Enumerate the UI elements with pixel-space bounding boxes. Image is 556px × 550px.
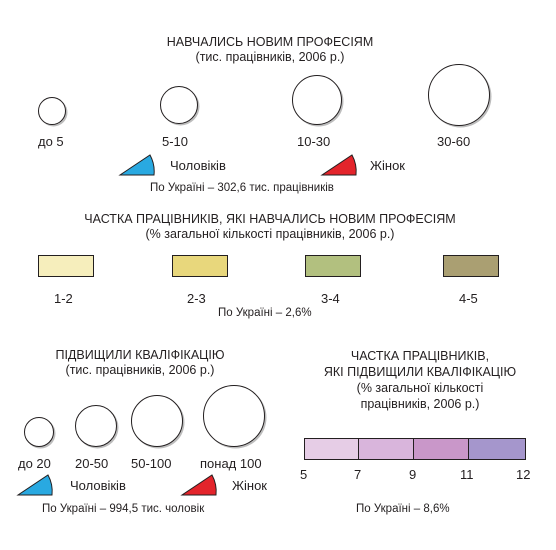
section4-title-line4: працівників, 2006 р.) bbox=[360, 397, 480, 411]
scale-cell-5-7 bbox=[304, 438, 359, 460]
section1-title-line2: (тис. працівників, 2006 р.) bbox=[195, 50, 345, 64]
share-scale-bar bbox=[304, 438, 526, 460]
women-sector-icon bbox=[320, 154, 357, 176]
section2-title: ЧАСТКА ПРАЦІВНИКІВ, ЯКІ НАВЧАЛИСЬ НОВИМ … bbox=[40, 212, 500, 242]
circle-symbol-do5 bbox=[38, 97, 66, 125]
scale-cell-7-9 bbox=[358, 438, 414, 460]
class-label-2-3: 2-3 bbox=[187, 291, 206, 306]
men-sector-icon-2 bbox=[16, 474, 53, 496]
class-swatch-2-3 bbox=[172, 255, 228, 277]
circle-symbol-ponad100 bbox=[203, 385, 265, 447]
men-legend-label: Чоловіків bbox=[170, 158, 226, 173]
class-label-3-4: 3-4 bbox=[321, 291, 340, 306]
circle-label-do5: до 5 bbox=[38, 134, 64, 149]
class-label-1-2: 1-2 bbox=[54, 291, 73, 306]
class-swatch-4-5 bbox=[443, 255, 499, 277]
class-label-4-5: 4-5 bbox=[459, 291, 478, 306]
circle-label-do20: до 20 bbox=[18, 456, 51, 471]
circle-symbol-30-60 bbox=[428, 64, 490, 126]
circle-symbol-5-10 bbox=[160, 86, 198, 124]
section4-note: По Україні – 8,6% bbox=[356, 503, 450, 515]
men-sector-icon bbox=[118, 154, 155, 176]
circle-label-50-100: 50-100 bbox=[131, 456, 172, 471]
circle-label-20-50: 20-50 bbox=[75, 456, 109, 471]
scale-tick-11: 11 bbox=[460, 467, 474, 482]
section4-title-line1: ЧАСТКА ПРАЦІВНИКІВ, bbox=[350, 349, 490, 363]
women-legend-label: Жінок bbox=[370, 158, 405, 173]
section3-title-line1: ПІДВИЩИЛИ КВАЛІФІКАЦІЮ bbox=[55, 348, 225, 362]
section2-title-line2: (% загальної кількості працівників, 2006… bbox=[145, 227, 395, 241]
circle-label-5-10: 5-10 bbox=[162, 134, 189, 149]
scale-tick-7: 7 bbox=[354, 467, 362, 482]
scale-cell-11-12 bbox=[468, 438, 526, 460]
circle-symbol-do20 bbox=[24, 417, 54, 447]
men-legend-label-2: Чоловіків bbox=[70, 478, 126, 493]
section4-title: ЧАСТКА ПРАЦІВНИКІВ, ЯКІ ПІДВИЩИЛИ КВАЛІФ… bbox=[300, 348, 540, 412]
section3-title-line2: (тис. працівників, 2006 р.) bbox=[65, 363, 215, 377]
class-swatch-1-2 bbox=[38, 255, 94, 277]
section2-note: По Україні – 2,6% bbox=[218, 307, 312, 319]
section3-title: ПІДВИЩИЛИ КВАЛІФІКАЦІЮ (тис. працівників… bbox=[40, 348, 240, 378]
women-legend-label-2: Жінок bbox=[232, 478, 267, 493]
section1-note: По Україні – 302,6 тис. працівників bbox=[150, 182, 334, 194]
circle-label-ponad100: понад 100 bbox=[200, 456, 262, 471]
section2-title-line1: ЧАСТКА ПРАЦІВНИКІВ, ЯКІ НАВЧАЛИСЬ НОВИМ … bbox=[84, 212, 456, 226]
women-sector-icon-2 bbox=[180, 474, 217, 496]
circle-symbol-20-50 bbox=[75, 405, 117, 447]
section4-title-line2: ЯКІ ПІДВИЩИЛИ КВАЛІФІКАЦІЮ bbox=[323, 365, 517, 379]
section3-note: По Україні – 994,5 тис. чоловік bbox=[42, 503, 205, 515]
circle-symbol-50-100 bbox=[131, 395, 183, 447]
section1-title: НАВЧАЛИСЬ НОВИМ ПРОФЕСІЯМ (тис. працівни… bbox=[90, 35, 450, 65]
scale-tick-12: 12 bbox=[516, 467, 531, 482]
scale-tick-9: 9 bbox=[409, 467, 417, 482]
section1-title-line1: НАВЧАЛИСЬ НОВИМ ПРОФЕСІЯМ bbox=[166, 35, 374, 49]
class-swatch-3-4 bbox=[305, 255, 361, 277]
section4-title-line3: (% загальної кількості bbox=[356, 381, 484, 395]
circle-label-30-60: 30-60 bbox=[437, 134, 471, 149]
circle-label-10-30: 10-30 bbox=[297, 134, 331, 149]
scale-cell-9-11 bbox=[413, 438, 469, 460]
scale-tick-5: 5 bbox=[300, 467, 308, 482]
circle-symbol-10-30 bbox=[292, 75, 342, 125]
